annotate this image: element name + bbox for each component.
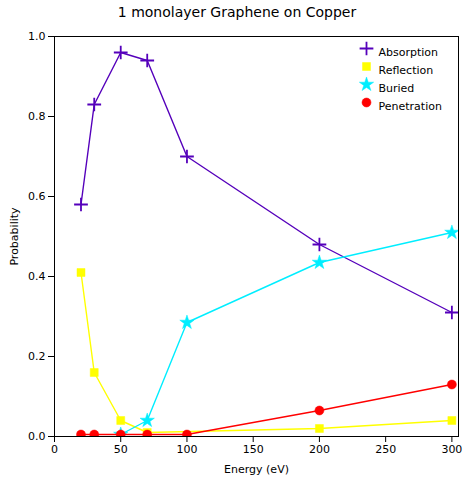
svg-text:100: 100 (176, 443, 197, 456)
svg-text:200: 200 (309, 443, 330, 456)
html-text:1 monolayer Graphene on Copper: 1 monolayer Graphene on Copper (117, 4, 357, 20)
svg-text:0: 0 (51, 443, 58, 456)
svg-text:0.8: 0.8 (28, 110, 46, 123)
svg-text:Absorption: Absorption (379, 46, 439, 59)
svg-text:300: 300 (441, 443, 462, 456)
svg-text:Energy (eV): Energy (eV) (224, 463, 289, 476)
svg-text:0.4: 0.4 (28, 270, 46, 283)
svg-text:250: 250 (375, 443, 396, 456)
svg-text:0.0: 0.0 (28, 430, 46, 443)
svg-text:Buried: Buried (379, 82, 415, 95)
svg-text:0.2: 0.2 (28, 350, 46, 363)
svg-text:50: 50 (114, 443, 128, 456)
svg-text:0.6: 0.6 (28, 190, 46, 203)
svg-text:Penetration: Penetration (379, 100, 442, 113)
svg-text:Probability: Probability (8, 207, 21, 266)
svg-text:150: 150 (243, 443, 264, 456)
svg-text:1.0: 1.0 (28, 30, 46, 43)
svg-text:Reflection: Reflection (379, 64, 434, 77)
